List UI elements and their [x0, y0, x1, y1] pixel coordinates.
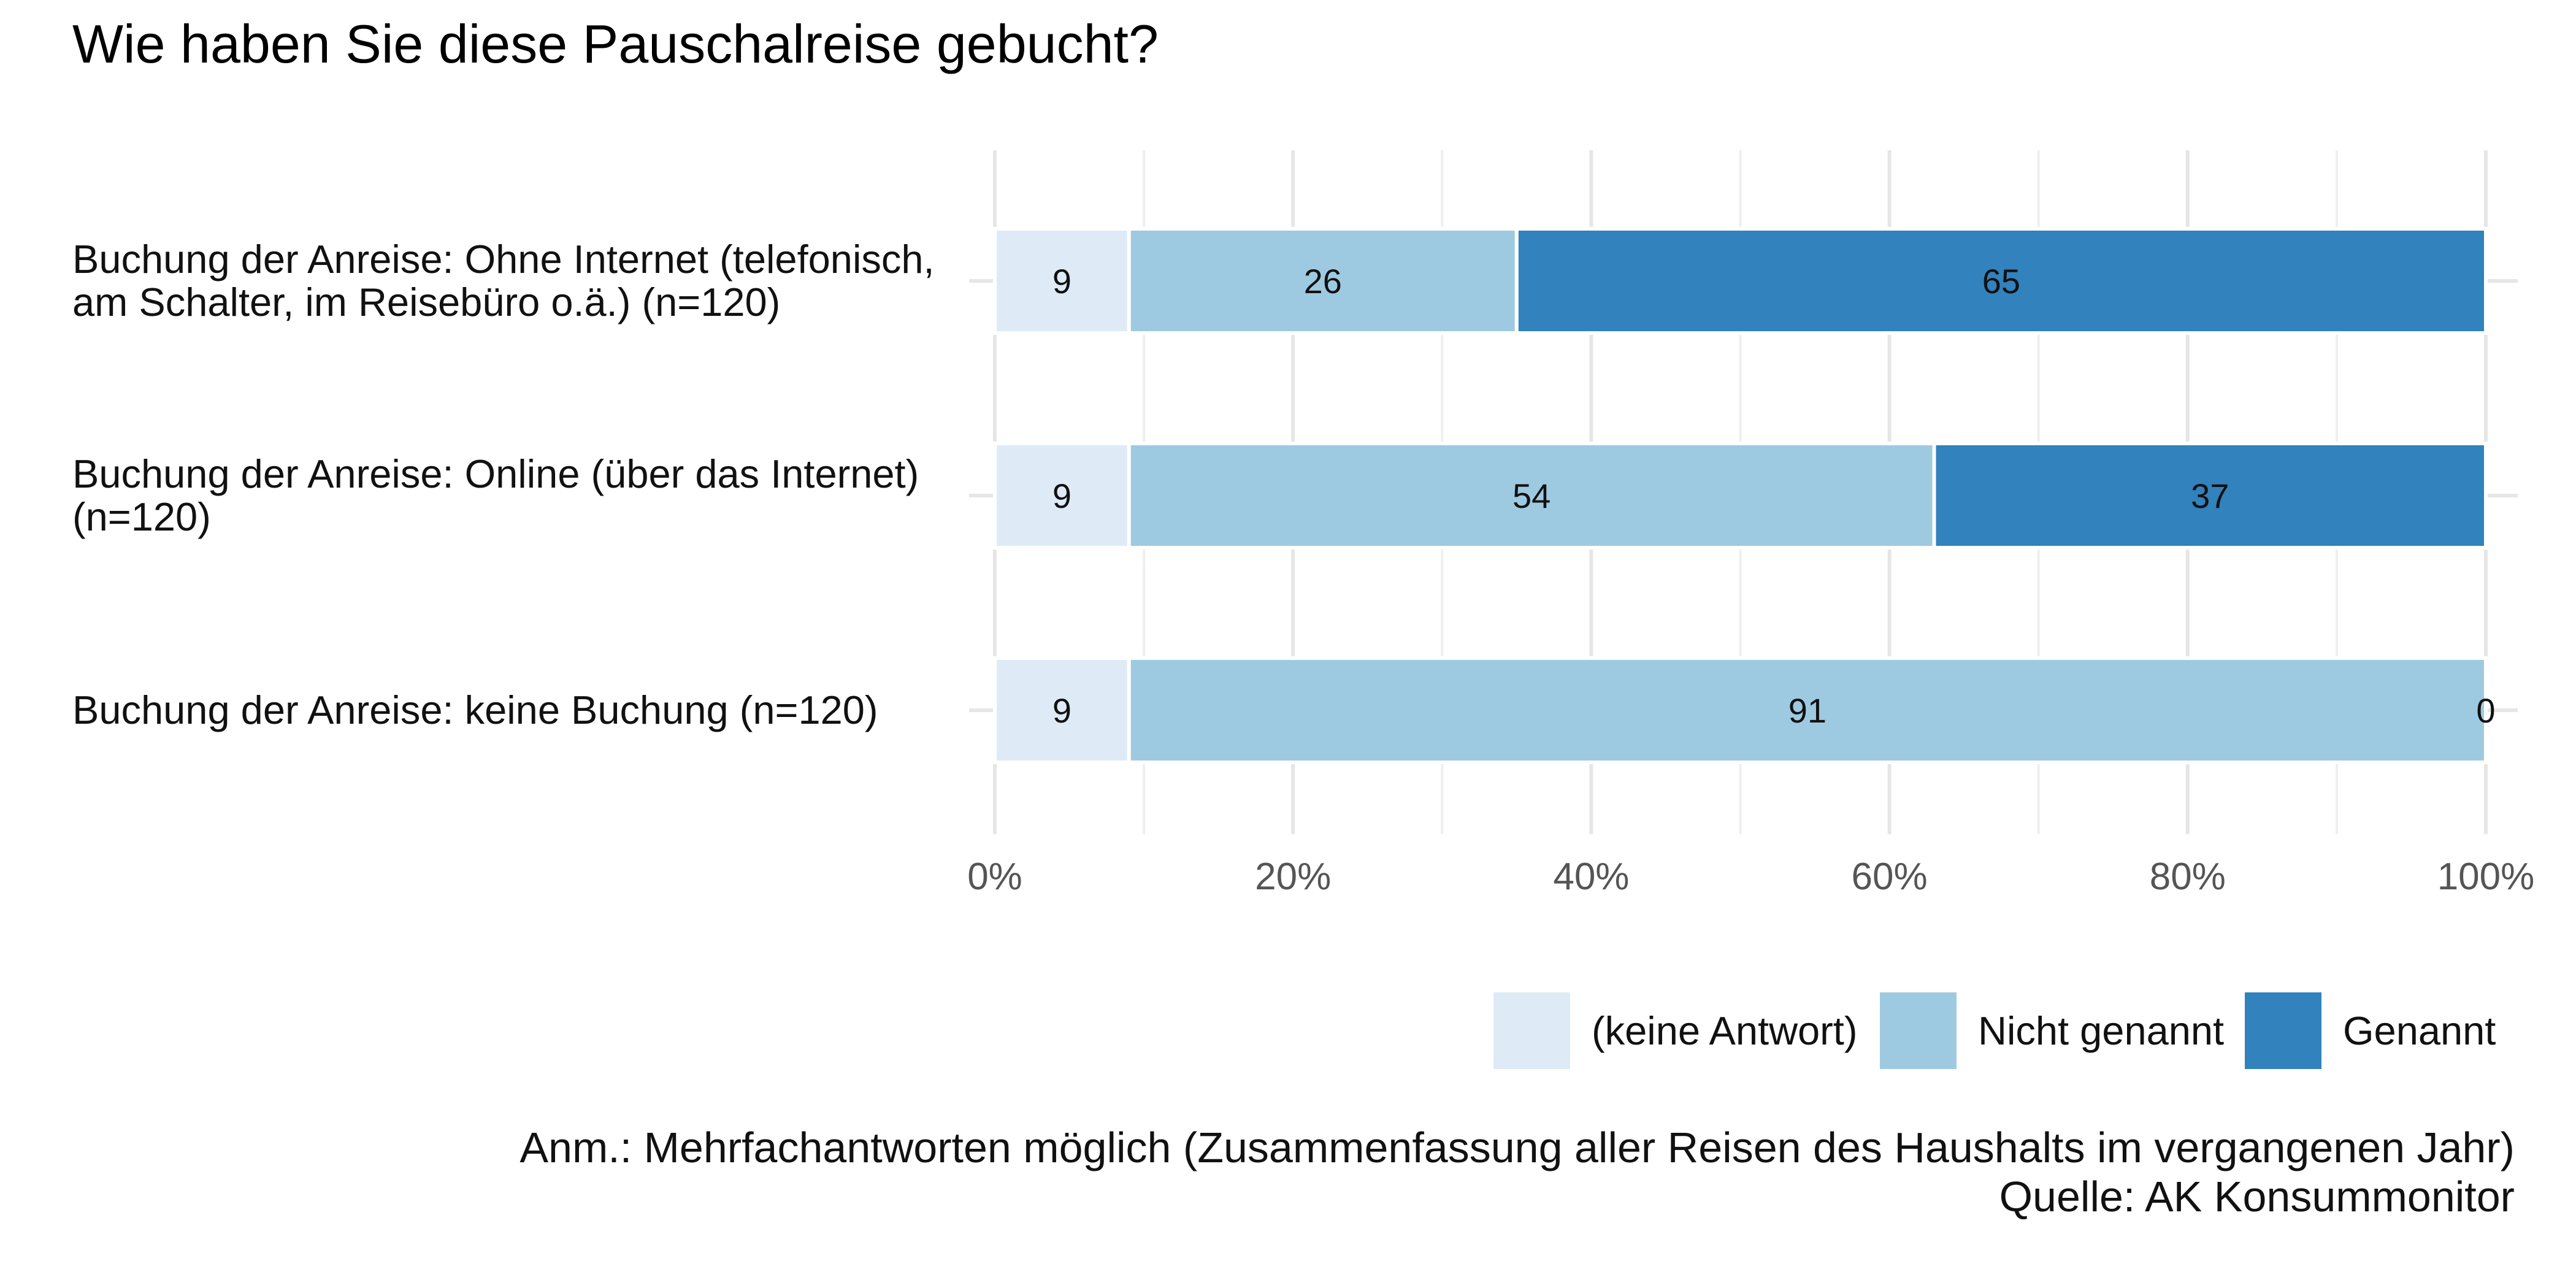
- bar-value-label: 91: [1788, 691, 1827, 730]
- bar-segment: [993, 656, 1131, 764]
- bar-segment: [1127, 656, 2488, 764]
- category-labels: Buchung der Anreise: Ohne Internet (tele…: [72, 237, 935, 732]
- x-axis-tick-label: 60%: [1852, 856, 1928, 898]
- chart-title: Wie haben Sie diese Pauschalreise gebuch…: [72, 13, 1159, 74]
- x-axis-tick-label: 0%: [967, 856, 1022, 898]
- legend-label[interactable]: Genannt: [2343, 1008, 2496, 1053]
- y-axis-category-label: Buchung der Anreise: Online (über das In…: [72, 451, 919, 496]
- chart-note: Anm.: Mehrfachantworten möglich (Zusamme…: [519, 1124, 2515, 1171]
- legend[interactable]: (keine Antwort) Nicht genannt Genannt: [1493, 992, 2496, 1069]
- bar-value-label: 9: [1052, 477, 1071, 515]
- bar-value-label: 54: [1512, 477, 1551, 515]
- bar-segment: [1514, 227, 2488, 335]
- chart-source: Quelle: AK Konsummonitor: [1999, 1173, 2515, 1221]
- x-axis-tick-label: 100%: [2437, 856, 2535, 898]
- legend-swatch[interactable]: [1880, 992, 1957, 1069]
- y-axis-category-label: Buchung der Anreise: keine Buchung (n=12…: [72, 688, 878, 732]
- bar-value-label: 9: [1052, 691, 1071, 730]
- bar-value-label: 0: [2476, 691, 2495, 730]
- bars: [993, 227, 2488, 764]
- legend-swatch[interactable]: [2245, 992, 2321, 1069]
- legend-label[interactable]: Nicht genannt: [1978, 1008, 2224, 1053]
- segment-labels: 9 26 65 9 54 37 9 91 0: [1052, 262, 2496, 730]
- bar-value-label: 65: [1982, 262, 2020, 301]
- y-axis-category-label: am Schalter, im Reisebüro o.ä.) (n=120): [72, 280, 780, 324]
- bar-value-label: 26: [1304, 262, 1342, 301]
- y-axis-category-label: Buchung der Anreise: Ohne Internet (tele…: [72, 237, 935, 282]
- x-axis-tick-label: 80%: [2150, 856, 2226, 898]
- bar-segment: [1932, 442, 2488, 550]
- x-axis-tick-label: 40%: [1553, 856, 1629, 898]
- legend-swatch[interactable]: [1493, 992, 1570, 1069]
- bar-value-label: 37: [2191, 477, 2229, 515]
- bar-value-label: 9: [1052, 262, 1071, 301]
- legend-label[interactable]: (keine Antwort): [1592, 1008, 1858, 1053]
- y-axis-category-label: (n=120): [72, 494, 211, 539]
- x-axis-tick-labels: 0% 20% 40% 60% 80% 100%: [967, 856, 2534, 898]
- x-axis-tick-label: 20%: [1255, 856, 1331, 898]
